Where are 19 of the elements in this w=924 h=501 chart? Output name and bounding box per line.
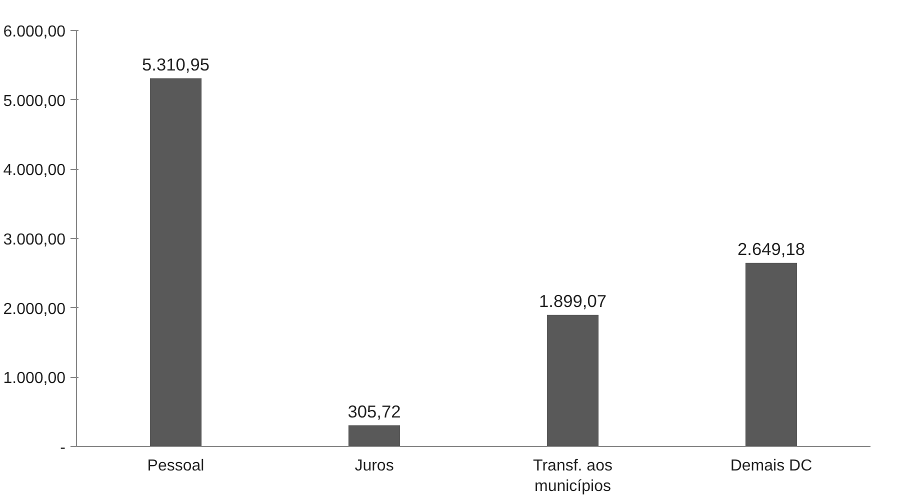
x-tick-label: Juros <box>354 458 394 474</box>
bar <box>150 78 202 446</box>
y-tick-label: 6.000,00 <box>3 24 66 40</box>
x-tick-label: Demais DC <box>730 458 812 474</box>
data-label: 1.899,07 <box>539 290 606 311</box>
y-tick-label: 4.000,00 <box>3 162 66 180</box>
bar <box>546 314 599 446</box>
y-tick-label: 1.000,00 <box>3 370 66 388</box>
y-tick-label: 5.000,00 <box>3 92 66 110</box>
data-label: 305,72 <box>348 401 401 422</box>
x-tick-label: Transf. aos municípios <box>533 458 612 495</box>
y-tick-label: 3.000,00 <box>3 232 66 248</box>
y-tick-label: - <box>60 440 66 456</box>
x-tick-label: Pessoal <box>147 458 204 474</box>
data-label: 2.649,18 <box>738 238 805 259</box>
bar <box>348 425 400 446</box>
bar <box>745 262 798 446</box>
data-label: 5.310,95 <box>142 54 210 74</box>
y-tick-label: 2.000,00 <box>3 300 66 318</box>
